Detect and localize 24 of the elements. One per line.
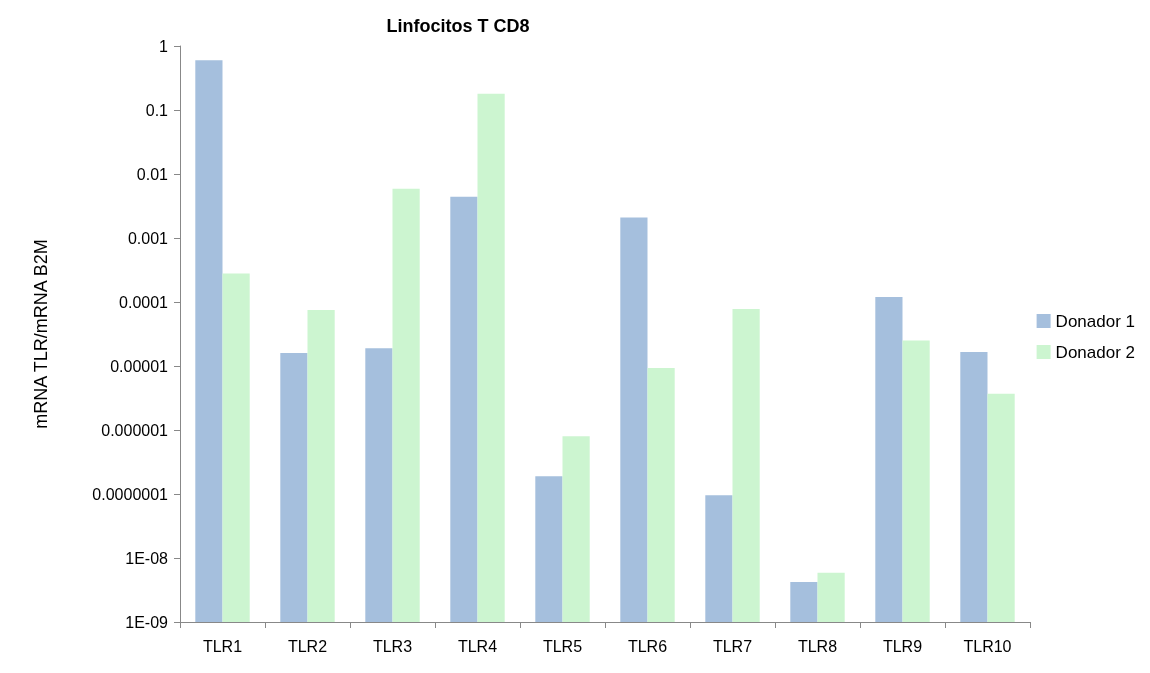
x-tick-label: TLR3 (372, 637, 413, 655)
y-tick-label: 0.01 (136, 165, 169, 183)
x-tick-label: TLR1 (202, 637, 243, 655)
x-tick-label: TLR4 (457, 637, 498, 655)
legend-label: Donador 1 (1055, 311, 1135, 331)
x-tick-label: TLR5 (542, 637, 583, 655)
y-tick-label: 0.001 (127, 229, 169, 247)
x-tick-label: TLR10 (963, 637, 1012, 655)
y-tick-label: 0.000001 (101, 421, 169, 439)
y-tick-label: 1E-09 (125, 613, 169, 631)
y-tick-label: 0.0001 (119, 293, 169, 311)
y-tick-label: 1E-08 (125, 549, 169, 567)
legend-label: Donador 2 (1055, 342, 1135, 362)
x-tick-label: TLR7 (712, 637, 753, 655)
y-tick-label: 0.0000001 (92, 485, 169, 503)
x-tick-label: TLR8 (797, 637, 838, 655)
x-tick-label: TLR6 (627, 637, 668, 655)
y-tick-label: 0.1 (145, 101, 169, 119)
chart-title: Linfocitos T CD8 (386, 16, 530, 36)
y-tick-label: 0.00001 (110, 357, 169, 375)
y-tick-label: 1 (159, 37, 169, 55)
x-tick-label: TLR2 (287, 637, 328, 655)
x-tick-label: TLR9 (882, 637, 923, 655)
y-axis-title: mRNA TLR/mRNA B2M (31, 239, 51, 429)
